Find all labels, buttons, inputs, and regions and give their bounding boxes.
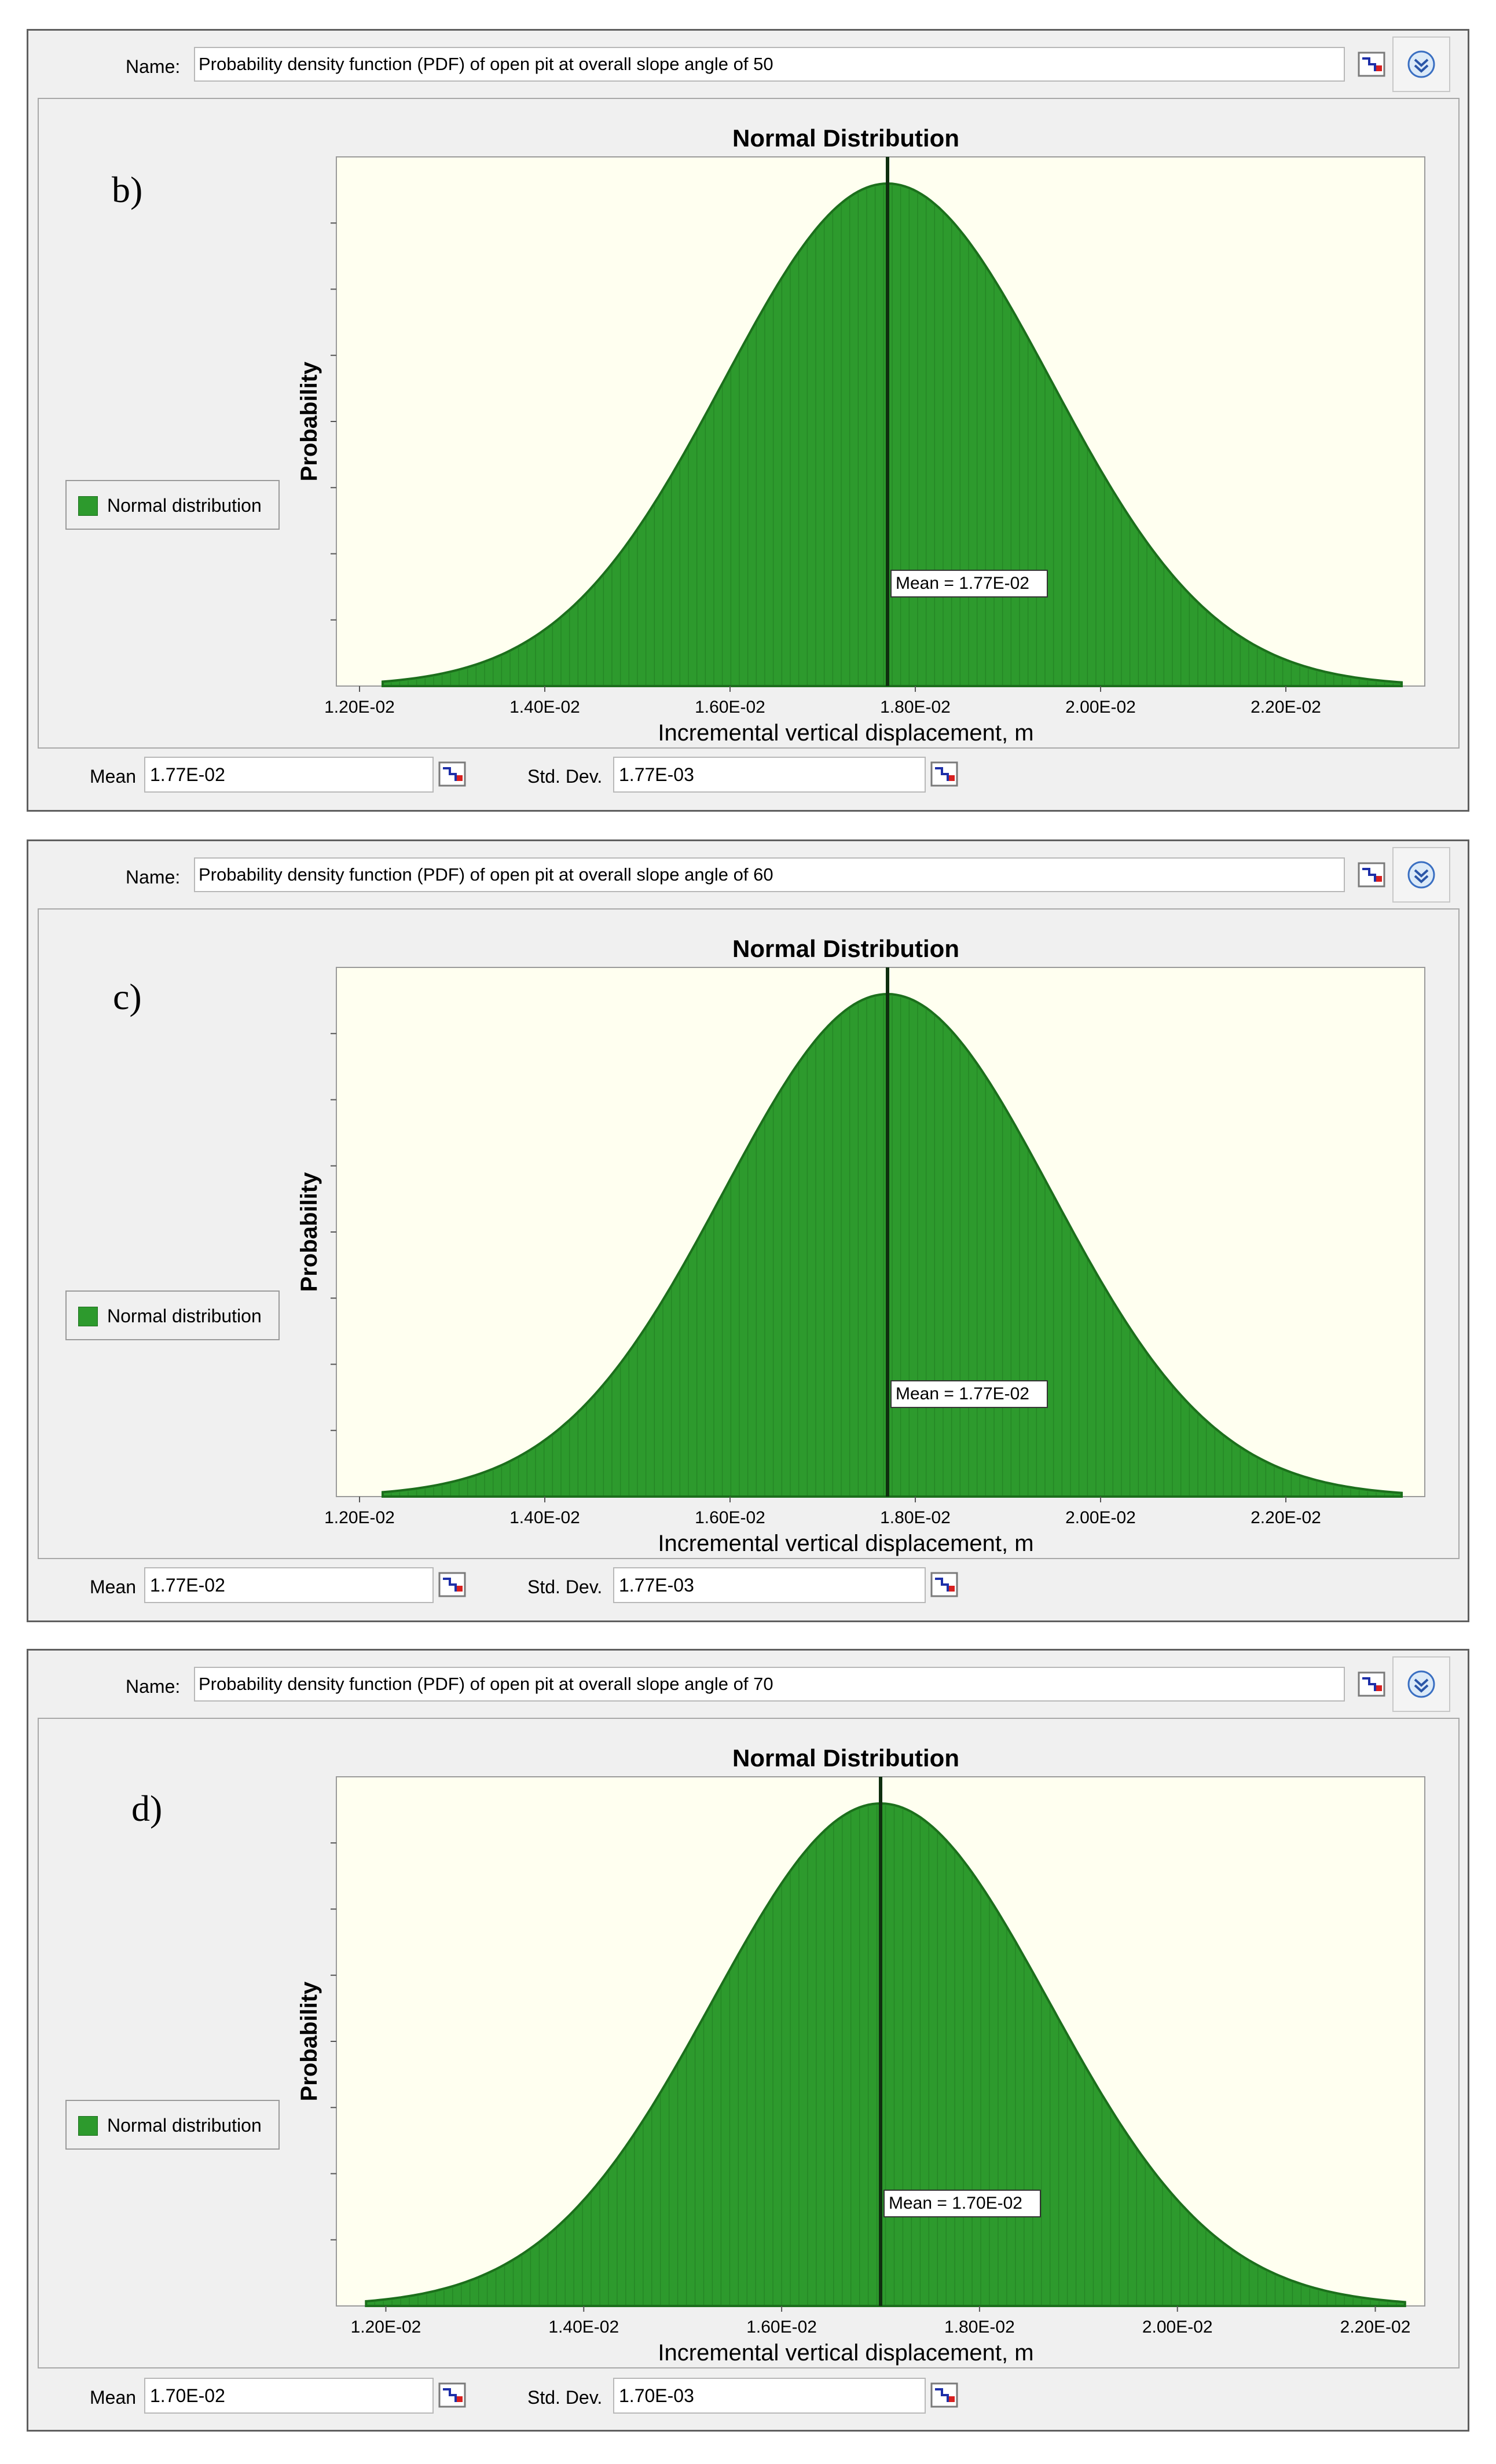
x-axis-label: Incremental vertical displacement, m: [658, 720, 1033, 746]
chart-title: Normal Distribution: [732, 1744, 959, 1772]
x-tick-label: 2.00E-02: [1065, 698, 1136, 717]
mean-annotation-label: Mean = 1.77E-02: [896, 1384, 1029, 1403]
chart-area: c) Normal distribution Normal Distributi…: [38, 908, 1460, 1559]
name-field[interactable]: Probability density function (PDF) of op…: [194, 1667, 1345, 1702]
x-tick-label: 1.80E-02: [880, 1508, 951, 1527]
x-tick-label: 2.00E-02: [1142, 2318, 1213, 2337]
normal-distribution-chart: Normal Distribution Probability Mean = 1.7…: [296, 1744, 1425, 2366]
x-tick-label: 1.40E-02: [509, 698, 580, 717]
distribution-panel-c: Name: Probability density function (PDF)…: [27, 839, 1469, 1622]
x-tick-label: 2.00E-02: [1065, 1508, 1136, 1527]
legend-label: Normal distribution: [107, 2115, 262, 2136]
x-axis-label: Incremental vertical displacement, m: [658, 1531, 1033, 1556]
x-tick-label: 1.40E-02: [509, 1508, 580, 1527]
normal-distribution-chart: Normal Distribution Probability Mean = 1.7…: [296, 935, 1425, 1556]
mean-field[interactable]: 1.70E-02: [144, 2378, 434, 2414]
mean-field[interactable]: 1.77E-02: [144, 1567, 434, 1603]
x-tick-label: 1.60E-02: [695, 698, 765, 717]
name-label: Name:: [126, 1676, 181, 1697]
density-area: [382, 182, 1403, 687]
distribution-panel-d: Name: Probability density function (PDF)…: [27, 1649, 1469, 2432]
x-tick-label: 2.20E-02: [1251, 698, 1321, 717]
name-label: Name:: [126, 867, 181, 888]
x-tick-label: 1.20E-02: [324, 698, 395, 717]
name-edit-button[interactable]: [1354, 1668, 1389, 1700]
mean-label: Mean: [90, 1576, 137, 1597]
chevron-down-icon: [1407, 1670, 1435, 1698]
x-tick-label: 1.60E-02: [746, 2318, 817, 2337]
chart-area: d) Normal distribution Normal Distributi…: [38, 1718, 1460, 2368]
density-area: [382, 992, 1403, 1498]
normal-distribution-chart: Normal Distribution Probability Mean = 1.7…: [296, 124, 1425, 746]
std-dev-edit-button[interactable]: [927, 758, 962, 790]
x-tick-label: 1.20E-02: [351, 2318, 421, 2337]
legend-swatch: [78, 496, 98, 516]
edit-icon: [930, 1572, 958, 1597]
edit-icon: [438, 2382, 466, 2408]
std-dev-field[interactable]: 1.77E-03: [613, 1567, 926, 1603]
density-area: [365, 1802, 1406, 2307]
chart-area: b) Normal distribution Normal Distributi…: [38, 98, 1460, 749]
legend[interactable]: Normal distribution: [65, 480, 280, 530]
name-label: Name:: [126, 56, 181, 77]
std-dev-field[interactable]: 1.77E-03: [613, 757, 926, 793]
y-axis-label: Probability: [296, 361, 322, 481]
std-dev-label: Std. Dev.: [527, 1576, 603, 1597]
std-dev-edit-button[interactable]: [927, 1568, 962, 1601]
edit-icon: [930, 2382, 958, 2408]
mean-annotation-label: Mean = 1.77E-02: [896, 574, 1029, 593]
x-tick-label: 1.40E-02: [548, 2318, 619, 2337]
x-tick-label: 1.60E-02: [695, 1508, 765, 1527]
mean-annotation-box: [890, 1380, 1048, 1409]
chevron-down-icon: [1407, 50, 1435, 78]
mean-annotation-label: Mean = 1.70E-02: [889, 2194, 1022, 2213]
mean-edit-button[interactable]: [435, 2379, 470, 2411]
name-field[interactable]: Probability density function (PDF) of op…: [194, 857, 1345, 892]
panel-letter: b): [112, 169, 143, 210]
chart-title: Normal Distribution: [732, 124, 959, 152]
legend[interactable]: Normal distribution: [65, 1290, 280, 1340]
mean-label: Mean: [90, 2387, 137, 2408]
legend-label: Normal distribution: [107, 495, 262, 516]
expand-button[interactable]: [1392, 847, 1450, 903]
legend-swatch: [78, 1307, 98, 1326]
panel-letter: c): [113, 976, 142, 1017]
name-edit-button[interactable]: [1354, 48, 1389, 80]
mean-edit-button[interactable]: [435, 758, 470, 790]
expand-button[interactable]: [1392, 1656, 1450, 1712]
x-tick-label: 1.80E-02: [944, 2318, 1015, 2337]
edit-icon: [930, 761, 958, 787]
std-dev-field[interactable]: 1.70E-03: [613, 2378, 926, 2414]
legend-swatch: [78, 2116, 98, 2136]
std-dev-edit-button[interactable]: [927, 2379, 962, 2411]
x-tick-label: 1.80E-02: [880, 698, 951, 717]
edit-icon: [438, 1572, 466, 1597]
chart-title: Normal Distribution: [732, 935, 959, 962]
edit-icon: [438, 761, 466, 787]
x-axis-label: Incremental vertical displacement, m: [658, 2340, 1033, 2366]
mean-field[interactable]: 1.77E-02: [144, 757, 434, 793]
expand-button[interactable]: [1392, 36, 1450, 92]
x-tick-label: 2.20E-02: [1251, 1508, 1321, 1527]
y-axis-label: Probability: [296, 1172, 322, 1292]
edit-icon: [1358, 52, 1385, 77]
chevron-down-icon: [1407, 861, 1435, 889]
y-axis-label: Probability: [296, 1981, 322, 2101]
std-dev-label: Std. Dev.: [527, 2387, 603, 2408]
mean-annotation-box: [890, 570, 1048, 598]
edit-icon: [1358, 1671, 1385, 1697]
name-field[interactable]: Probability density function (PDF) of op…: [194, 47, 1345, 82]
name-edit-button[interactable]: [1354, 859, 1389, 891]
mean-label: Mean: [90, 766, 137, 787]
panel-letter: d): [131, 1788, 163, 1829]
edit-icon: [1358, 862, 1385, 888]
legend[interactable]: Normal distribution: [65, 2100, 280, 2150]
std-dev-label: Std. Dev.: [527, 766, 603, 787]
x-tick-label: 1.20E-02: [324, 1508, 395, 1527]
mean-edit-button[interactable]: [435, 1568, 470, 1601]
x-tick-label: 2.20E-02: [1340, 2318, 1411, 2337]
mean-annotation-box: [883, 2190, 1041, 2218]
legend-label: Normal distribution: [107, 1306, 262, 1326]
distribution-panel-b: Name: Probability density function (PDF)…: [27, 29, 1469, 812]
